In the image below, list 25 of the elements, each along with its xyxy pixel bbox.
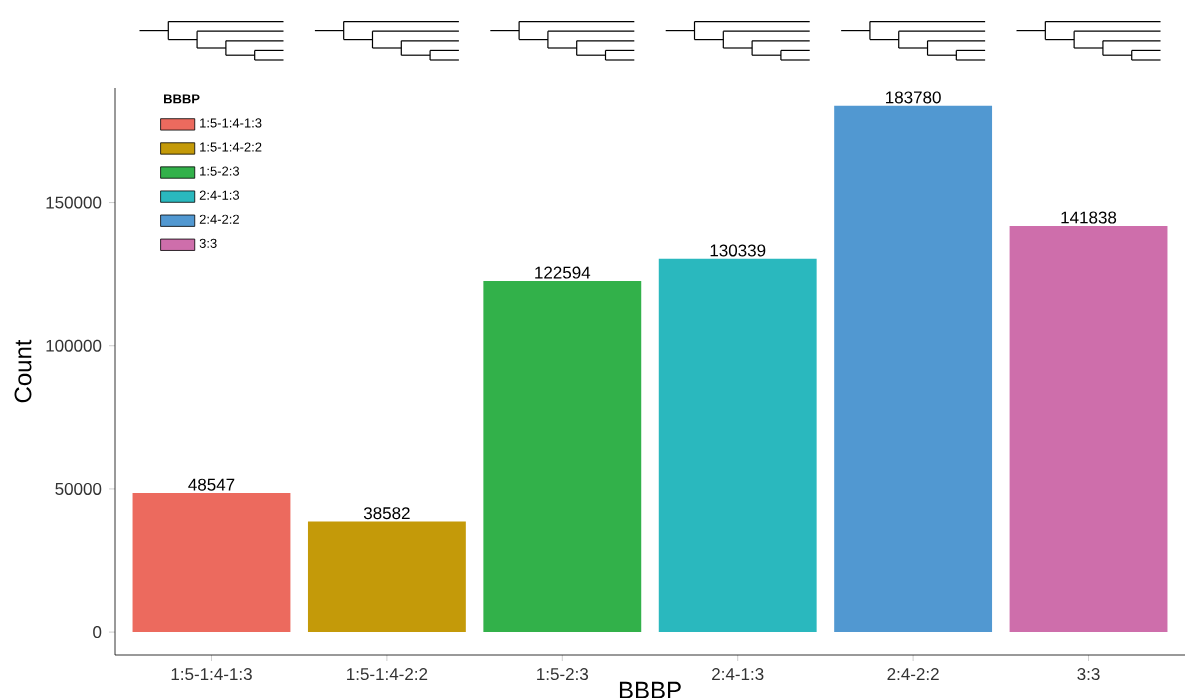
data-label: 141838 — [1061, 211, 1117, 224]
data-label: 183780 — [886, 91, 941, 104]
legend-label: 1:5-2:3 — [200, 166, 240, 176]
legend-label: 2:4-2:2 — [199, 214, 239, 224]
legend-label: 1:5-1:4-2:2 — [200, 142, 262, 152]
data-label: 122594 — [535, 266, 591, 279]
legend-title: BBBP — [164, 94, 200, 104]
x-tick-label: 2:4-1:3 — [712, 668, 764, 681]
x-axis-title: BBBP — [619, 681, 681, 698]
data-label: 38582 — [363, 507, 410, 520]
legend-label: 1:5-1:4-1:3 — [200, 118, 262, 128]
x-tick-label: 1:5-1:4-2:2 — [347, 668, 428, 681]
y-axis-title: Count — [14, 339, 32, 403]
y-tick-label: 50000 — [55, 482, 102, 495]
x-tick-label: 2:4-2:2 — [887, 668, 939, 680]
y-tick-label: 150000 — [46, 196, 102, 209]
legend-label: 2:4-1:3 — [199, 190, 240, 200]
y-tick-label: 0 — [93, 626, 102, 639]
x-tick-label: 3:3 — [1077, 668, 1100, 681]
y-tick-label: 100000 — [46, 339, 102, 352]
x-tick-label: 1:5-1:4-1:3 — [171, 668, 252, 681]
legend-label: 3:3 — [199, 238, 217, 248]
data-label: 48547 — [188, 478, 235, 491]
data-label: 130339 — [710, 244, 766, 257]
x-tick-label: 1:5-2:3 — [537, 668, 589, 681]
